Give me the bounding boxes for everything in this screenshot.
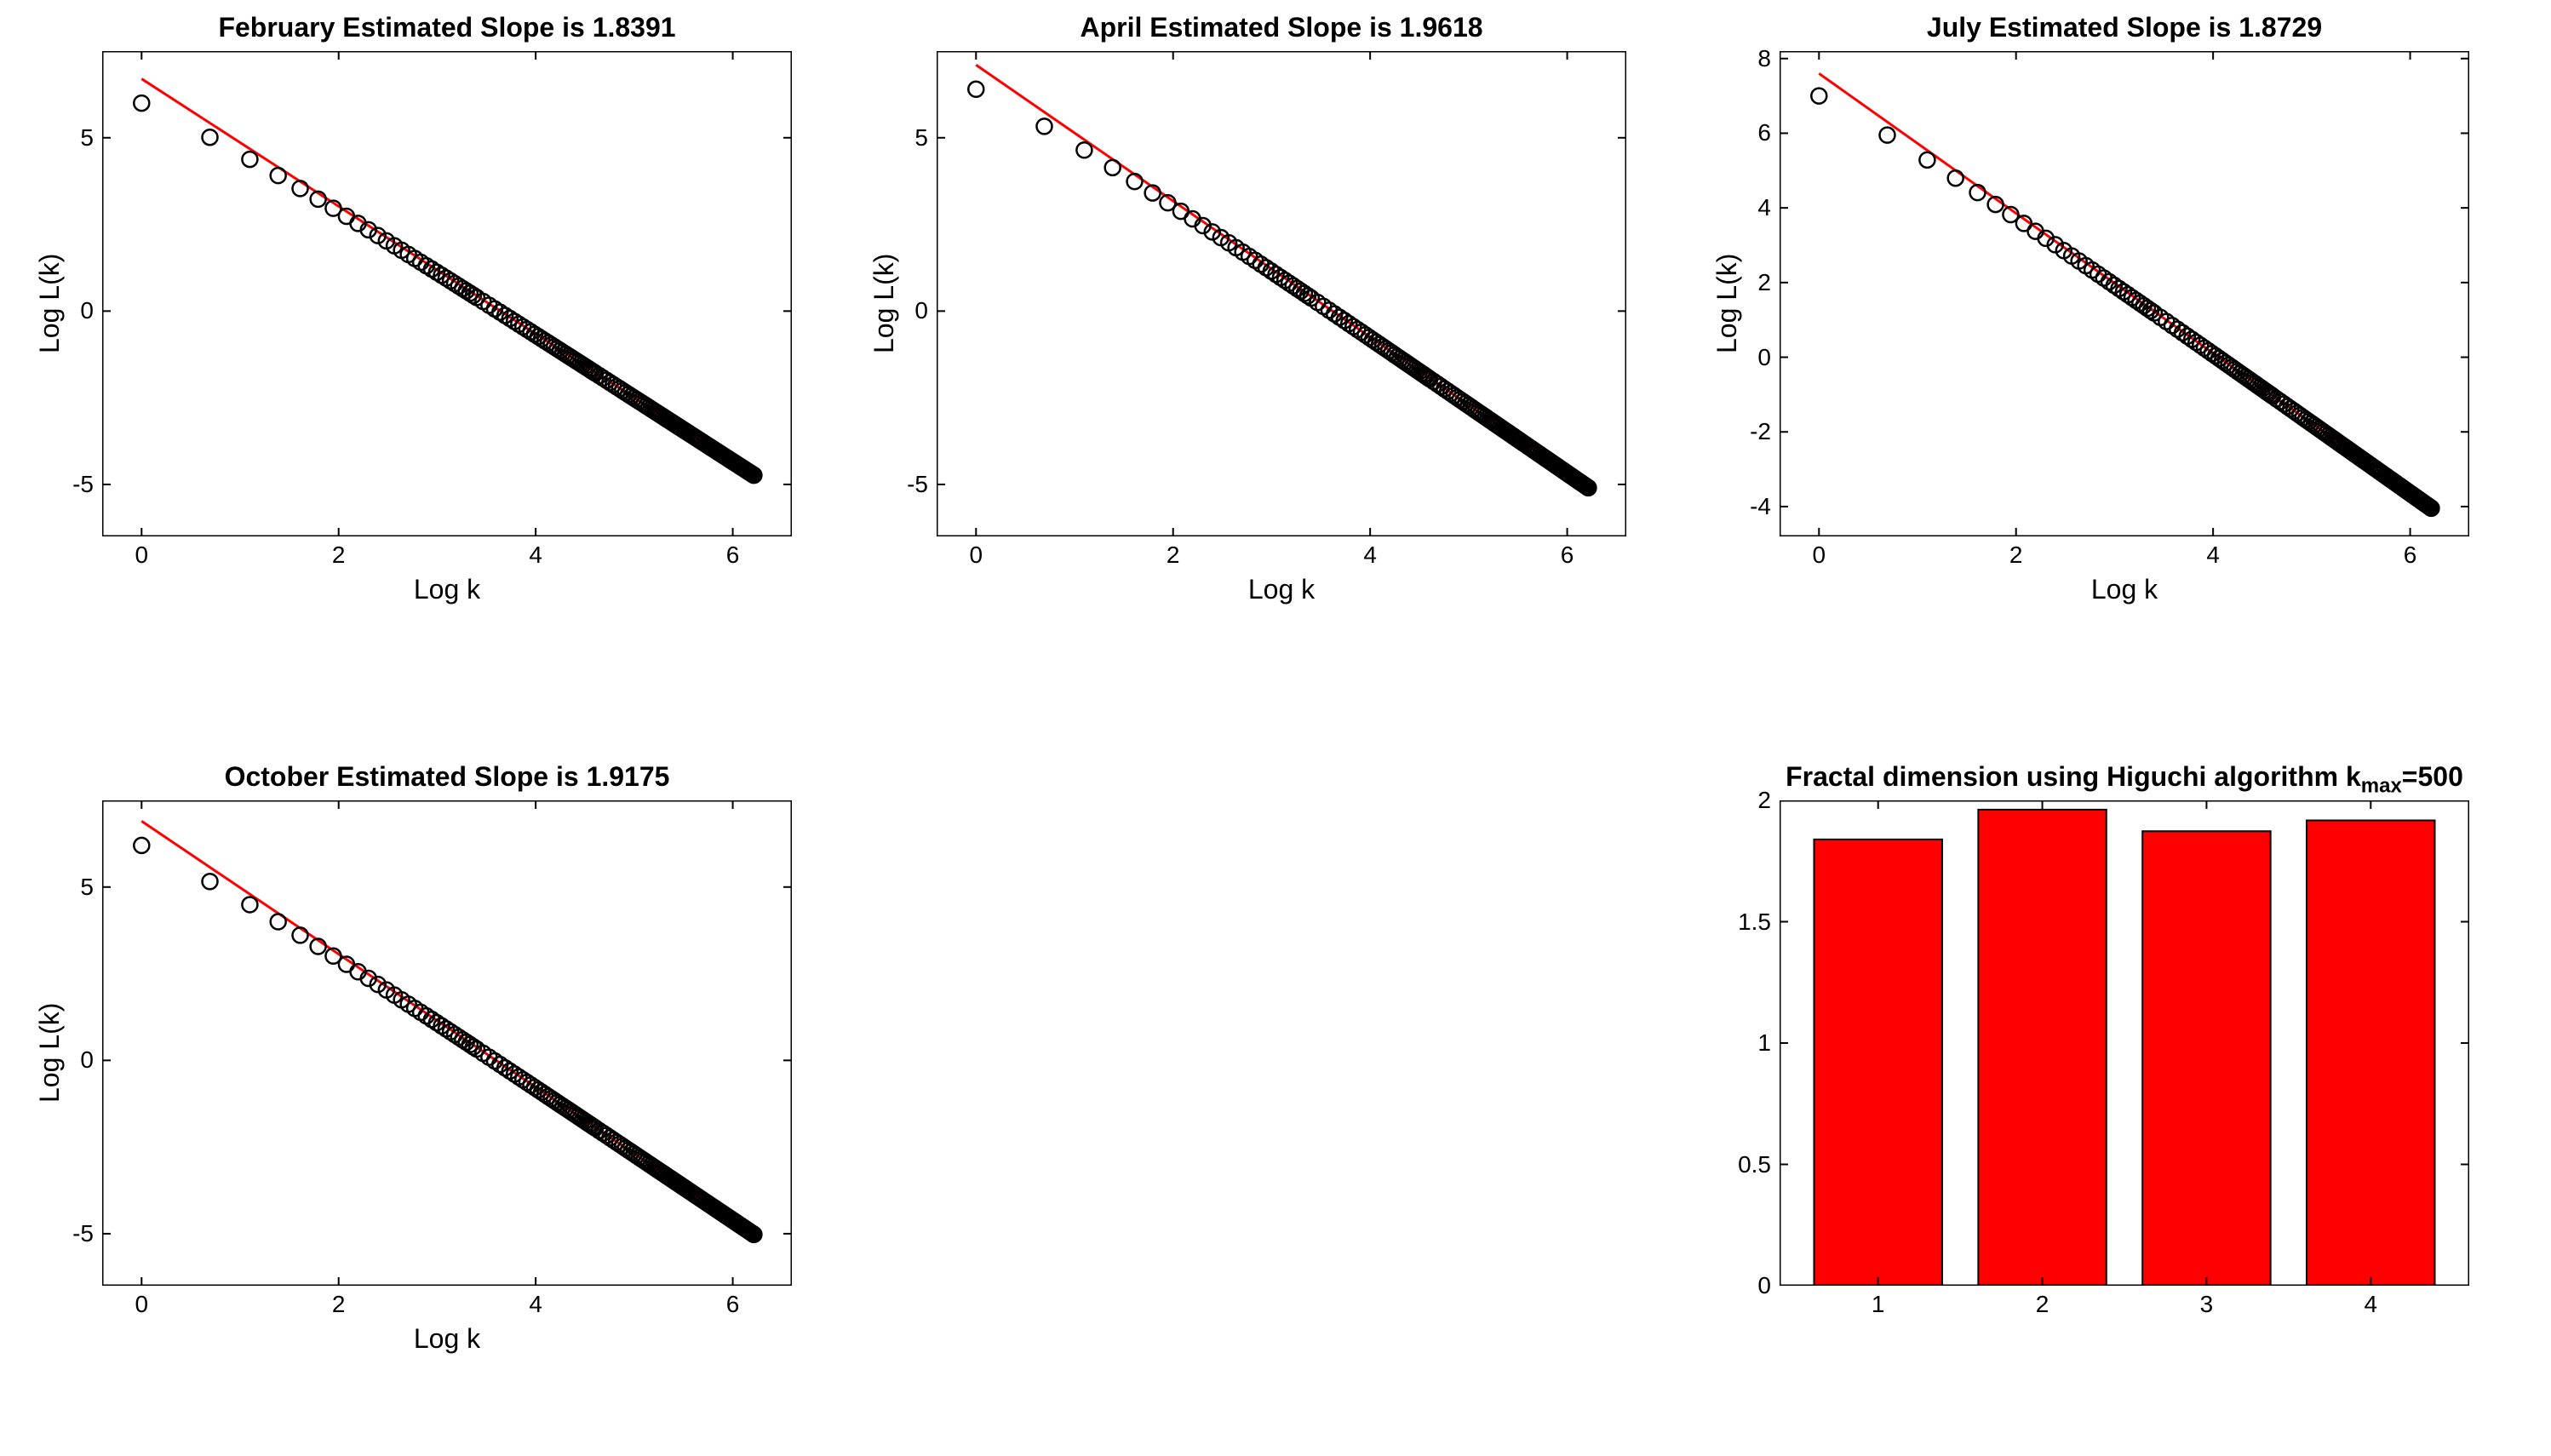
scatter-markers bbox=[134, 95, 761, 483]
x-tick-label: 4 bbox=[519, 542, 553, 569]
y-tick-label: 5 bbox=[43, 874, 94, 901]
x-tick-label: 2 bbox=[322, 1291, 356, 1318]
x-tick-label: 6 bbox=[716, 542, 750, 569]
x-axis-label: Log k bbox=[102, 574, 792, 605]
bar-2 bbox=[1978, 810, 2106, 1286]
x-tick-label: 4 bbox=[2196, 542, 2230, 569]
x-tick-label: 0 bbox=[1802, 542, 1836, 569]
y-tick-label: 0 bbox=[43, 1046, 94, 1074]
panel-apr: April Estimated Slope is 1.9618Log L(k)L… bbox=[937, 51, 1626, 536]
scatter-plot-apr bbox=[937, 51, 1626, 536]
chart-title: July Estimated Slope is 1.8729 bbox=[1780, 12, 2469, 43]
y-tick-label: 0.5 bbox=[1711, 1151, 1771, 1178]
panel-feb: February Estimated Slope is 1.8391Log L(… bbox=[102, 51, 792, 536]
x-axis-label: Log k bbox=[102, 1323, 792, 1355]
x-tick-label: 2 bbox=[1156, 542, 1190, 569]
y-tick-label: -5 bbox=[43, 471, 94, 498]
panel-jul: July Estimated Slope is 1.8729Log L(k)Lo… bbox=[1780, 51, 2469, 536]
scatter-markers bbox=[1811, 89, 2439, 516]
y-tick-label: 1 bbox=[1711, 1029, 1771, 1057]
bar-4 bbox=[2307, 821, 2434, 1286]
panel-oct: October Estimated Slope is 1.9175Log L(k… bbox=[102, 800, 792, 1286]
y-tick-label: 1.5 bbox=[1711, 909, 1771, 936]
bar-chart bbox=[1780, 800, 2469, 1286]
y-tick-label: 5 bbox=[877, 124, 928, 152]
chart-title: April Estimated Slope is 1.9618 bbox=[937, 12, 1626, 43]
y-tick-label: 0 bbox=[877, 297, 928, 324]
y-tick-label: 0 bbox=[43, 297, 94, 324]
y-tick-label: -2 bbox=[1720, 418, 1771, 445]
bar-1 bbox=[1814, 840, 1942, 1286]
title-prefix: Fractal dimension using Higuchi algorith… bbox=[1786, 761, 2361, 792]
y-tick-label: 0 bbox=[1711, 1272, 1771, 1299]
y-tick-label: 8 bbox=[1720, 45, 1771, 72]
x-tick-label: 4 bbox=[519, 1291, 553, 1318]
x-tick-label: 2 bbox=[322, 542, 356, 569]
x-tick-label: 6 bbox=[716, 1291, 750, 1318]
x-tick-label: 1 bbox=[1861, 1291, 1895, 1318]
bar-3 bbox=[2142, 831, 2270, 1286]
panel-bar: Fractal dimension using Higuchi algorith… bbox=[1780, 800, 2469, 1286]
y-tick-label: 2 bbox=[1711, 787, 1771, 814]
y-tick-label: 4 bbox=[1720, 194, 1771, 221]
x-tick-label: 0 bbox=[959, 542, 993, 569]
x-tick-label: 6 bbox=[1551, 542, 1585, 569]
y-tick-label: 0 bbox=[1720, 344, 1771, 371]
scatter-plot-oct bbox=[102, 800, 792, 1286]
y-tick-label: 2 bbox=[1720, 269, 1771, 296]
x-tick-label: 3 bbox=[2189, 1291, 2223, 1318]
scatter-plot-jul bbox=[1780, 51, 2469, 536]
scatter-markers bbox=[968, 82, 1596, 496]
x-axis-label: Log k bbox=[1780, 574, 2469, 605]
x-tick-label: 4 bbox=[2353, 1291, 2388, 1318]
chart-title: October Estimated Slope is 1.9175 bbox=[102, 761, 792, 793]
x-tick-label: 0 bbox=[124, 542, 158, 569]
title-subscript: max bbox=[2361, 774, 2402, 797]
x-tick-label: 0 bbox=[124, 1291, 158, 1318]
figure-root: February Estimated Slope is 1.8391Log L(… bbox=[0, 0, 2551, 1456]
x-tick-label: 4 bbox=[1353, 542, 1387, 569]
scatter-plot-feb bbox=[102, 51, 792, 536]
x-axis-label: Log k bbox=[937, 574, 1626, 605]
x-tick-label: 2 bbox=[1999, 542, 2033, 569]
y-tick-label: 6 bbox=[1720, 119, 1771, 146]
y-tick-label: -4 bbox=[1720, 493, 1771, 520]
y-tick-label: 5 bbox=[43, 124, 94, 152]
title-suffix: =500 bbox=[2402, 761, 2463, 792]
chart-title: February Estimated Slope is 1.8391 bbox=[102, 12, 792, 43]
x-tick-label: 6 bbox=[2393, 542, 2428, 569]
chart-title: Fractal dimension using Higuchi algorith… bbox=[1780, 761, 2469, 798]
y-tick-label: -5 bbox=[43, 1220, 94, 1247]
scatter-markers bbox=[134, 838, 761, 1242]
y-tick-label: -5 bbox=[877, 471, 928, 498]
x-tick-label: 2 bbox=[2026, 1291, 2060, 1318]
